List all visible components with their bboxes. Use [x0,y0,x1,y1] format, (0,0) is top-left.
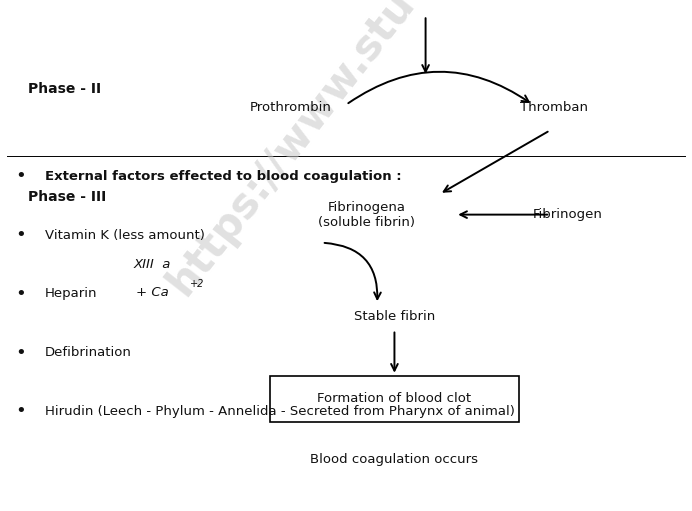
Text: Fibrinogen: Fibrinogen [533,208,602,221]
Text: •: • [15,226,26,244]
Text: Defibrination: Defibrination [45,346,132,359]
Text: •: • [15,285,26,303]
Text: Hirudin (Leech - Phylum - Annelida - Secreted from Pharynx of animal): Hirudin (Leech - Phylum - Annelida - Sec… [45,405,515,418]
Text: Formation of blood clot: Formation of blood clot [318,392,471,405]
Text: Thromban: Thromban [520,101,588,114]
FancyBboxPatch shape [270,376,519,422]
Text: •: • [15,402,26,421]
Text: XIII  a: XIII a [134,258,171,271]
Text: Phase - III: Phase - III [28,190,106,204]
Text: Vitamin K (less amount): Vitamin K (less amount) [45,228,205,242]
Text: https://www.stu: https://www.stu [159,0,422,304]
Text: Prothrombin: Prothrombin [250,101,331,114]
Text: +2: +2 [190,278,205,289]
Text: + Ca: + Ca [136,286,169,299]
Text: Fibrinogena
(soluble fibrin): Fibrinogena (soluble fibrin) [318,201,415,228]
Text: Phase - II: Phase - II [28,82,101,97]
Text: External factors effected to blood coagulation :: External factors effected to blood coagu… [45,170,401,183]
Text: Heparin: Heparin [45,287,98,300]
Text: •: • [15,167,26,185]
Text: Stable fibrin: Stable fibrin [354,310,435,323]
Text: •: • [15,343,26,362]
Text: Blood coagulation occurs: Blood coagulation occurs [311,453,478,467]
